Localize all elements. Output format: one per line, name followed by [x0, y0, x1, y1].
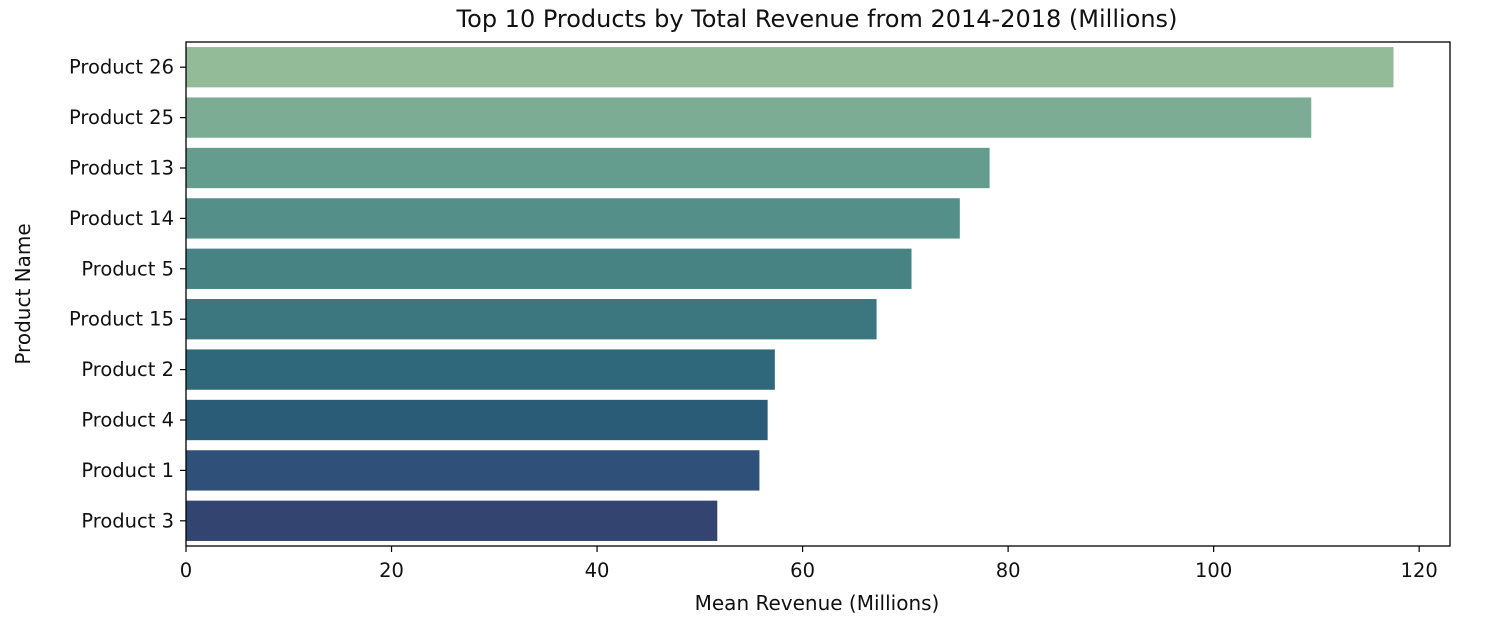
- x-tick-label: 60: [790, 559, 815, 582]
- bar-product-13: [186, 147, 990, 189]
- y-tick-label: Product 13: [69, 157, 174, 180]
- y-tick-label: Product 25: [69, 106, 174, 129]
- y-axis: Product 26 Product 25 Product 13 Product 14…: [69, 56, 186, 532]
- x-tick-label: 120: [1401, 559, 1438, 582]
- bar-product-3: [186, 500, 718, 541]
- bar-product-15: [186, 299, 877, 340]
- y-tick-label: Product 2: [81, 358, 174, 381]
- bar-product-5: [186, 248, 912, 289]
- bar-product-4: [186, 399, 768, 441]
- bar-product-26: [186, 47, 1394, 88]
- bars-group: [186, 47, 1394, 541]
- y-tick-label: Product 5: [81, 257, 174, 280]
- y-tick-label: Product 14: [69, 207, 174, 230]
- bar-product-14: [186, 198, 960, 239]
- y-tick-label: Product 4: [81, 409, 174, 432]
- y-tick-label: Product 3: [81, 509, 174, 532]
- x-tick-label: 20: [379, 559, 404, 582]
- bar-product-1: [186, 450, 760, 491]
- x-tick-label: 40: [585, 559, 610, 582]
- x-axis-label: Mean Revenue (Millions): [695, 591, 940, 615]
- x-tick-label: 80: [996, 559, 1021, 582]
- x-tick-label: 0: [180, 559, 192, 582]
- y-tick-label: Product 15: [69, 308, 174, 331]
- bar-product-25: [186, 97, 1312, 138]
- bar-product-2: [186, 349, 775, 390]
- plot-frame: [185, 41, 1451, 547]
- y-tick-label: Product 26: [69, 56, 174, 79]
- y-axis-label: Product Name: [11, 223, 35, 364]
- x-tick-label: 100: [1195, 559, 1232, 582]
- y-tick-label: Product 1: [81, 459, 174, 482]
- chart-title: Top 10 Products by Total Revenue from 20…: [456, 5, 1178, 33]
- x-axis: 0 20 40 60 80 100 120: [180, 546, 1438, 582]
